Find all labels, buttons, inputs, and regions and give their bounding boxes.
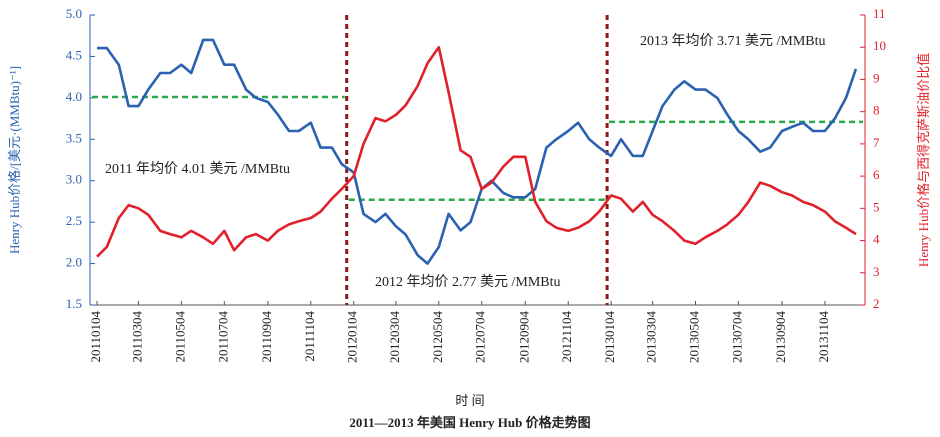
average-annotation: 2012 年均价 2.77 美元 /MMBtu: [375, 274, 561, 290]
y-tick-label: 5.0: [66, 6, 82, 21]
average-annotation: 2011 年均价 4.01 美元 /MMBtu: [105, 161, 290, 177]
y-tick-label: 1.5: [66, 296, 82, 311]
x-axis-label: 时 间: [455, 393, 484, 408]
y2-tick-label: 2: [873, 296, 880, 311]
y2-tick-label: 3: [873, 264, 880, 279]
x-tick-label: 20121104: [559, 311, 574, 363]
y-tick-label: 3.0: [66, 172, 82, 187]
series-line: [97, 38, 858, 265]
x-tick-label: 20110304: [129, 311, 144, 363]
y2-tick-label: 8: [873, 103, 880, 118]
y-tick-label: 3.5: [66, 130, 82, 145]
y2-tick-label: 11: [873, 6, 886, 21]
x-tick-label: 20120104: [345, 311, 360, 364]
x-tick-label: 20131104: [816, 311, 831, 363]
x-tick-label: 20111104: [302, 311, 317, 362]
y2-tick-label: 4: [873, 232, 880, 247]
x-tick-label: 20130104: [602, 311, 617, 364]
average-annotation: 2013 年均价 3.71 美元 /MMBtu: [640, 33, 826, 49]
chart-title: 2011—2013 年美国 Henry Hub 价格走势图: [349, 415, 590, 430]
x-tick-label: 20110104: [88, 311, 103, 363]
y-tick-label: 4.0: [66, 89, 82, 104]
y2-axis-label: Henry Hub价格与西得克萨斯油价比值: [916, 53, 931, 267]
x-tick-label: 20120704: [473, 311, 488, 364]
x-tick-label: 20120904: [516, 311, 531, 364]
y-tick-label: 4.5: [66, 47, 82, 62]
x-tick-label: 20130704: [729, 311, 744, 364]
y2-tick-label: 6: [873, 167, 880, 182]
x-tick-label: 20130904: [773, 311, 788, 364]
x-tick-label: 20130504: [686, 311, 701, 364]
y-tick-label: 2.5: [66, 213, 82, 228]
x-tick-label: 20130304: [644, 311, 659, 364]
y2-tick-label: 7: [873, 135, 880, 150]
x-tick-label: 20120304: [387, 311, 402, 364]
x-tick-label: 20120504: [430, 311, 445, 364]
y-tick-label: 2.0: [66, 255, 82, 270]
y2-tick-label: 9: [873, 70, 880, 85]
y-axis-label: Henry Hub价格/[美元·(MMBtu)⁻¹]: [7, 66, 22, 254]
x-tick-label: 20110504: [172, 311, 187, 363]
x-tick-label: 20110704: [215, 311, 230, 363]
series-line: [96, 45, 857, 258]
y2-tick-label: 5: [873, 199, 880, 214]
x-tick-label: 20110904: [259, 311, 274, 363]
y2-tick-label: 10: [873, 38, 886, 53]
